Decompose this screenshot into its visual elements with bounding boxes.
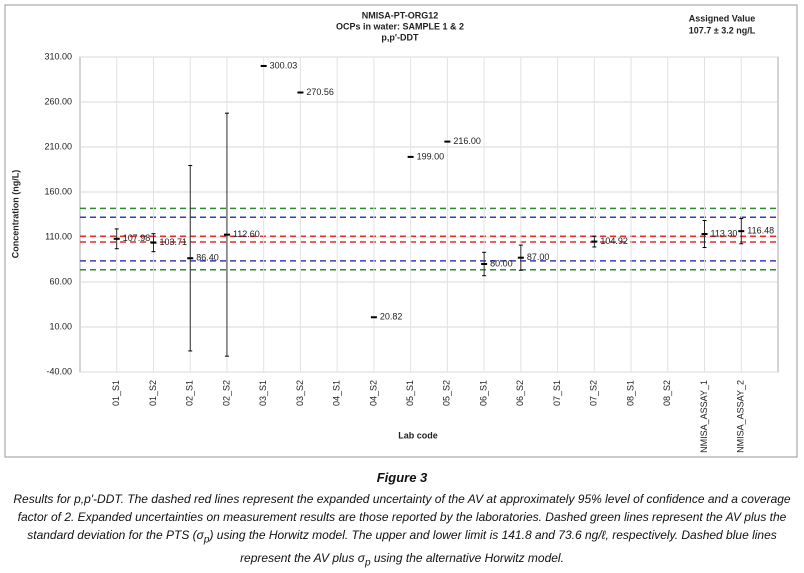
chart-title: p,p'-DDT [381,32,419,42]
x-tick-label: 05_S1 [405,380,415,406]
x-tick-label: 08_S1 [625,380,635,406]
chart-title: OCPs in water: SAMPLE 1 & 2 [336,21,464,31]
x-axis-label: Lab code [398,430,438,440]
value-label: 116.48 [747,226,774,236]
x-tick-label: 03_S1 [258,380,268,406]
chart: NMISA-PT-ORG12 OCPs in water: SAMPLE 1 &… [4,4,798,458]
figure-label: Figure 3 [376,470,428,485]
x-tick-label: 05_S2 [442,380,452,406]
y-tick-label: 110.00 [45,231,72,241]
caption: Results for p,p'-DDT. The dashed red lin… [0,490,804,573]
caption-text: using the alternative Horwitz model. [370,551,564,566]
value-label: 86.40 [196,253,219,263]
x-tick-label: 08_S2 [662,380,672,406]
caption-sub: p [203,534,210,546]
x-tick-label: 02_S1 [185,380,195,406]
x-tick-label: NMISA_ASSAY_1 [699,380,709,453]
assigned-value: Assigned Value [689,13,756,23]
x-tick-label: 02_S2 [221,380,231,406]
assigned-value: 107.7 ± 3.2 ng/L [689,25,756,35]
value-label: 103.71 [159,237,187,247]
caption-text: ) using the Horwitz model. The upper and… [209,528,777,566]
chart-title: NMISA-PT-ORG12 [362,10,439,20]
x-tick-label: 07_S1 [552,380,562,406]
value-label: 300.03 [270,60,298,70]
y-tick-label: 310.00 [44,51,72,61]
y-tick-label: -40.00 [46,366,72,376]
value-label: 216.00 [453,136,481,146]
y-tick-label: 160.00 [44,186,72,196]
caption-sub: p [364,557,371,569]
value-label: 20.82 [380,312,403,322]
value-label: 199.00 [417,151,445,161]
y-axis-label: Concentration (ng/L) [10,170,20,259]
y-tick-label: 260.00 [44,96,72,106]
value-label: 107.98 [123,233,151,243]
value-label: 87.00 [527,252,550,262]
x-tick-label: NMISA_ASSAY_2 [736,380,746,453]
x-tick-label: 04_S1 [332,380,342,406]
plot-area [79,56,779,373]
x-tick-label: 06_S2 [515,380,525,406]
chart-frame [4,4,798,458]
caption-text: Results for p,p'-DDT. The dashed red lin… [13,492,791,542]
x-tick-label: 01_S2 [148,380,158,406]
value-label: 112.60 [233,229,260,239]
value-label: 80.00 [490,258,513,268]
x-tick-label: 06_S1 [478,380,488,406]
y-tick-label: 60.00 [49,276,72,286]
x-tick-label: 04_S2 [368,380,378,406]
x-tick-label: 01_S1 [111,380,121,406]
y-tick-label: 210.00 [44,141,72,151]
y-tick-label: 10.00 [49,321,72,331]
x-tick-label: 03_S2 [295,380,305,406]
value-label: 113.30 [711,228,738,238]
x-tick-label: 07_S2 [589,380,599,406]
value-label: 104.92 [600,236,628,246]
value-label: 270.56 [306,87,334,97]
